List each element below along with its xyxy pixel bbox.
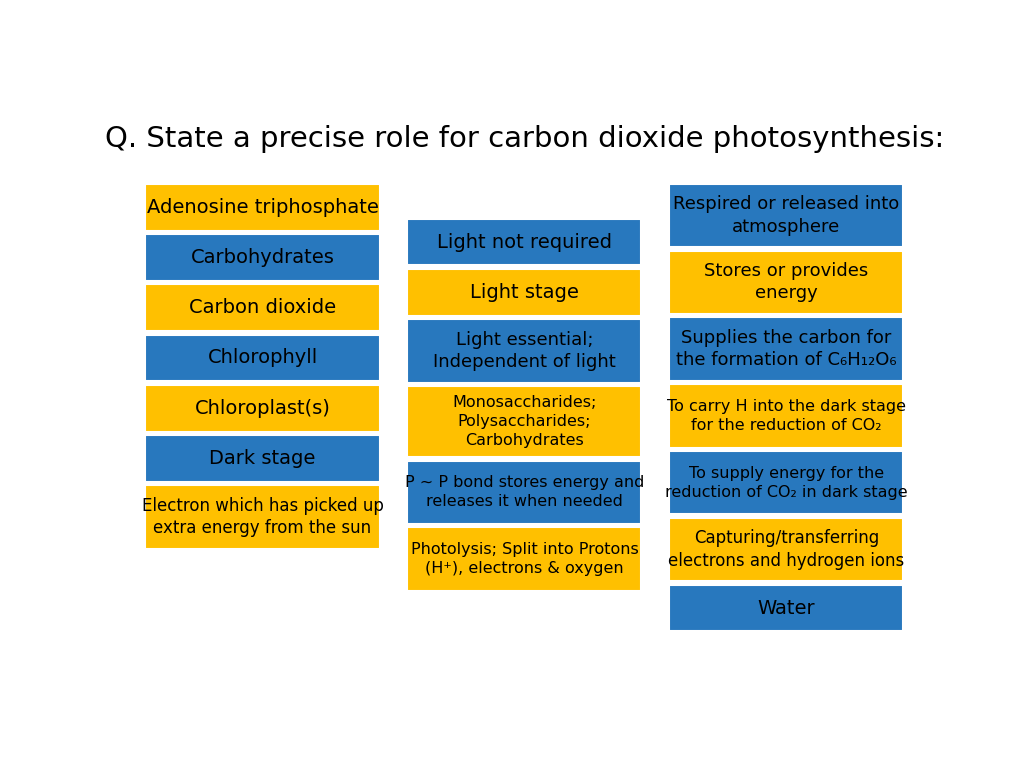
FancyBboxPatch shape	[145, 234, 380, 281]
Text: Capturing/transferring
electrons and hydrogen ions: Capturing/transferring electrons and hyd…	[669, 529, 904, 570]
Text: Monosaccharides;
Polysaccharides;
Carbohydrates: Monosaccharides; Polysaccharides; Carboh…	[453, 396, 597, 448]
FancyBboxPatch shape	[145, 485, 380, 548]
FancyBboxPatch shape	[145, 335, 380, 382]
Text: Electron which has picked up
extra energy from the sun: Electron which has picked up extra energ…	[141, 497, 383, 537]
Text: Dark stage: Dark stage	[209, 449, 315, 468]
FancyBboxPatch shape	[670, 584, 903, 631]
FancyBboxPatch shape	[408, 319, 641, 382]
FancyBboxPatch shape	[670, 184, 903, 247]
FancyBboxPatch shape	[145, 184, 380, 230]
Text: Carbohydrates: Carbohydrates	[190, 248, 335, 267]
FancyBboxPatch shape	[145, 284, 380, 331]
Text: Light essential;
Independent of light: Light essential; Independent of light	[433, 331, 615, 371]
Text: To carry H into the dark stage
for the reduction of CO₂: To carry H into the dark stage for the r…	[667, 399, 906, 432]
FancyBboxPatch shape	[670, 250, 903, 314]
FancyBboxPatch shape	[408, 269, 641, 316]
FancyBboxPatch shape	[670, 451, 903, 515]
FancyBboxPatch shape	[670, 317, 903, 381]
Text: Light stage: Light stage	[470, 283, 579, 302]
FancyBboxPatch shape	[670, 384, 903, 448]
Text: P ~ P bond stores energy and
releases it when needed: P ~ P bond stores energy and releases it…	[404, 475, 644, 509]
FancyBboxPatch shape	[670, 518, 903, 581]
Text: Water: Water	[758, 598, 815, 617]
Text: To supply energy for the
reduction of CO₂ in dark stage: To supply energy for the reduction of CO…	[665, 466, 907, 499]
Text: Light not required: Light not required	[437, 233, 612, 252]
Text: Adenosine triphosphate: Adenosine triphosphate	[146, 197, 379, 217]
FancyBboxPatch shape	[408, 528, 641, 591]
Text: Supplies the carbon for
the formation of C₆H₁₂O₆: Supplies the carbon for the formation of…	[676, 329, 897, 369]
Text: Respired or released into
atmosphere: Respired or released into atmosphere	[673, 195, 899, 236]
Text: Carbon dioxide: Carbon dioxide	[189, 298, 336, 317]
FancyBboxPatch shape	[408, 386, 641, 457]
Text: Chloroplast(s): Chloroplast(s)	[195, 399, 331, 418]
FancyBboxPatch shape	[145, 385, 380, 432]
FancyBboxPatch shape	[408, 219, 641, 266]
Text: Photolysis; Split into Protons
(H⁺), electrons & oxygen: Photolysis; Split into Protons (H⁺), ele…	[411, 542, 638, 576]
Text: Chlorophyll: Chlorophyll	[208, 349, 317, 367]
Text: Stores or provides
energy: Stores or provides energy	[705, 262, 868, 303]
Text: Q. State a precise role for carbon dioxide photosynthesis:: Q. State a precise role for carbon dioxi…	[105, 124, 944, 153]
FancyBboxPatch shape	[408, 461, 641, 524]
FancyBboxPatch shape	[145, 435, 380, 482]
